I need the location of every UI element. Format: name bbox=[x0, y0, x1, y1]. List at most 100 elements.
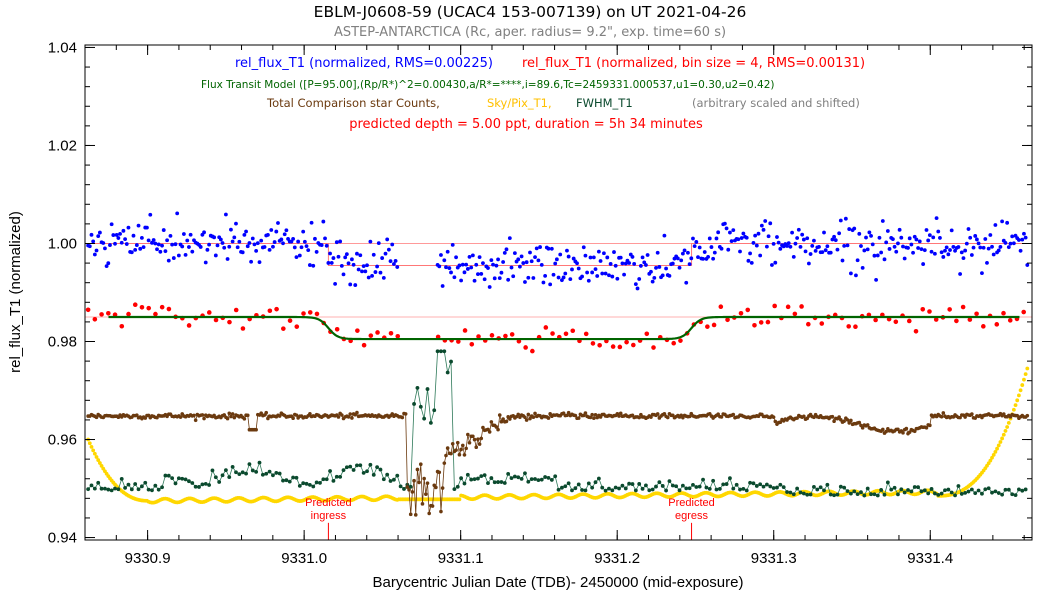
unbinned-point bbox=[929, 249, 934, 254]
comparison-point bbox=[459, 447, 463, 452]
fwhm-point bbox=[371, 472, 376, 477]
comparison-point bbox=[566, 410, 571, 415]
fwhm-point bbox=[163, 473, 168, 478]
unbinned-point bbox=[472, 278, 477, 283]
fwhm-point bbox=[321, 477, 326, 482]
unbinned-point bbox=[857, 231, 862, 236]
unbinned-point bbox=[355, 251, 359, 256]
sky-point bbox=[94, 455, 99, 459]
plot-frame bbox=[84, 44, 1033, 541]
fwhm-point bbox=[640, 486, 645, 491]
sky-point bbox=[89, 444, 94, 449]
fwhm-point bbox=[701, 477, 705, 482]
unbinned-point bbox=[136, 223, 141, 228]
fwhm-point bbox=[442, 349, 447, 354]
unbinned-point bbox=[833, 238, 838, 243]
y-tick-label: 1.02 bbox=[48, 137, 77, 154]
binned-point bbox=[476, 334, 481, 339]
fwhm-point bbox=[240, 470, 245, 475]
unbinned-point bbox=[862, 248, 867, 253]
sky-point bbox=[1025, 366, 1030, 371]
unbinned-point bbox=[973, 234, 978, 238]
sky-point bbox=[1006, 420, 1011, 425]
unbinned-point bbox=[975, 237, 979, 242]
binned-point bbox=[213, 317, 219, 323]
fwhm-point bbox=[129, 487, 134, 492]
comparison-point bbox=[719, 415, 724, 419]
comparison-point bbox=[178, 415, 183, 419]
binned-point bbox=[294, 324, 300, 329]
comparison-point bbox=[457, 452, 462, 457]
unbinned-point bbox=[442, 258, 447, 263]
comparison-point bbox=[583, 411, 588, 415]
unbinned-point bbox=[158, 249, 163, 254]
binned-point bbox=[624, 339, 629, 345]
y-tick-label: 0.96 bbox=[48, 432, 77, 449]
fwhm-point bbox=[378, 467, 383, 472]
fwhm-point bbox=[674, 484, 679, 489]
unbinned-point bbox=[383, 251, 388, 256]
binned-point bbox=[1007, 318, 1013, 323]
fwhm-point bbox=[1010, 492, 1015, 497]
fwhm-point bbox=[983, 487, 988, 492]
unbinned-point bbox=[232, 235, 237, 240]
sky-point bbox=[1018, 388, 1023, 393]
binned-point bbox=[947, 307, 952, 312]
fwhm-point bbox=[677, 488, 682, 493]
unbinned-point bbox=[692, 244, 697, 249]
unbinned-point bbox=[706, 254, 710, 259]
fwhm-point bbox=[385, 472, 390, 477]
fwhm-point bbox=[885, 480, 890, 485]
unbinned-point bbox=[543, 273, 548, 278]
fwhm-point bbox=[365, 469, 369, 474]
unbinned-point bbox=[726, 247, 731, 252]
unbinned-point bbox=[254, 248, 259, 253]
sky-point bbox=[1000, 436, 1005, 441]
fwhm-point bbox=[287, 479, 292, 484]
comparison-point bbox=[291, 416, 295, 421]
fwhm-point bbox=[99, 486, 104, 491]
unbinned-point bbox=[770, 263, 774, 267]
comparison-point bbox=[420, 502, 425, 506]
unbinned-point bbox=[302, 239, 307, 244]
fwhm-point bbox=[724, 482, 729, 486]
unbinned-point bbox=[731, 228, 736, 233]
unbinned-point bbox=[938, 236, 942, 240]
unbinned-point bbox=[553, 261, 558, 266]
comparison-point bbox=[487, 430, 492, 434]
fwhm-point bbox=[593, 480, 598, 485]
comparison-point bbox=[467, 440, 472, 445]
fwhm-point bbox=[1006, 487, 1011, 492]
unbinned-point bbox=[1025, 263, 1030, 267]
unbinned-point bbox=[882, 257, 887, 262]
unbinned-point bbox=[185, 238, 190, 243]
sky-point bbox=[1001, 432, 1006, 437]
unbinned-point bbox=[92, 252, 97, 257]
comparison-point bbox=[523, 415, 527, 420]
fwhm-point bbox=[852, 489, 857, 494]
unbinned-point bbox=[924, 228, 929, 232]
unbinned-point bbox=[660, 273, 665, 278]
sky-point bbox=[1015, 398, 1020, 403]
comparison-point bbox=[524, 418, 529, 422]
fwhm-point bbox=[324, 477, 329, 482]
fwhm-point bbox=[741, 487, 746, 491]
binned-point bbox=[274, 306, 279, 312]
unbinned-point bbox=[395, 265, 400, 269]
fwhm-point bbox=[250, 468, 255, 473]
fwhm-point bbox=[334, 474, 339, 479]
unbinned-point bbox=[801, 237, 806, 242]
unbinned-point bbox=[926, 238, 931, 243]
unbinned-point bbox=[138, 246, 143, 251]
unbinned-point bbox=[748, 251, 752, 256]
sky-point bbox=[99, 464, 104, 468]
comparison-point bbox=[837, 415, 841, 419]
comparison-point bbox=[308, 411, 312, 416]
comparison-point bbox=[245, 413, 250, 418]
sky-point bbox=[995, 446, 999, 451]
unbinned-point bbox=[89, 232, 94, 237]
unbinned-point bbox=[1020, 237, 1025, 242]
unbinned-point bbox=[373, 270, 378, 274]
fwhm-point bbox=[761, 484, 766, 489]
binned-point bbox=[583, 331, 589, 337]
